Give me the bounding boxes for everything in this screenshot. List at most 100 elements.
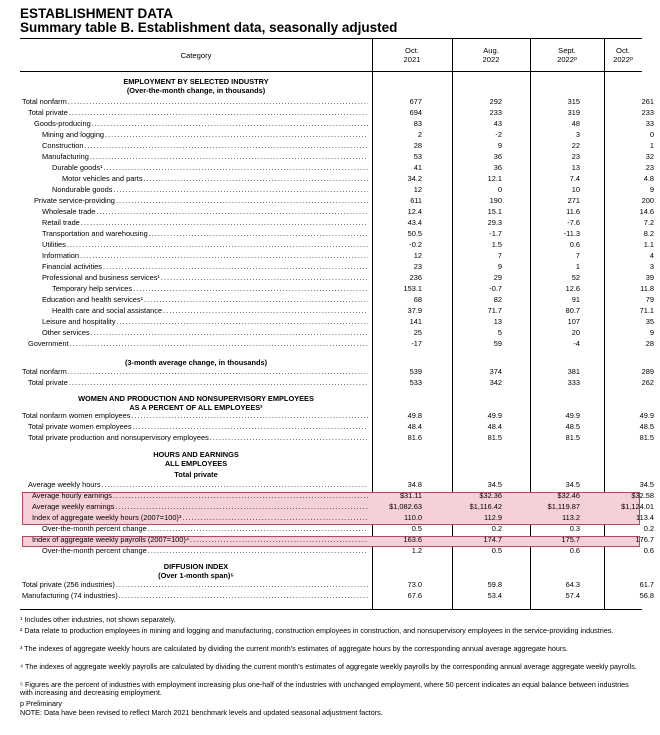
cell-oct-2022: 1.1: [643, 240, 654, 249]
cell-aug-2022: 9: [497, 262, 502, 271]
cell-oct-2021: $31.11: [399, 491, 422, 500]
cell-oct-2022: 48.5: [639, 422, 654, 431]
table-row: Index of aggregate weekly hours (2007=10…: [20, 513, 654, 523]
cell-sept-2022: 271: [567, 196, 580, 205]
cell-sept-2022: 0.6: [569, 546, 580, 555]
table-row: Manufacturing (74 industries)...........…: [20, 591, 654, 601]
cell-sept-2022: 34.5: [565, 480, 580, 489]
cell-aug-2022: 1.5: [491, 240, 502, 249]
table-row: Over-the-month percent change...........…: [20, 546, 654, 556]
cell-sept-2022: 49.9: [565, 411, 580, 420]
table-row: Total nonfarm...........................…: [20, 367, 654, 377]
footnote: ³ The indexes of aggregate weekly hours …: [20, 644, 568, 653]
cell-oct-2021: 2: [417, 130, 422, 139]
cell-sept-2022: 7.4: [569, 174, 580, 183]
cell-sept-2022: 0.6: [569, 240, 580, 249]
table-row: Leisure and hospitality.................…: [20, 317, 654, 327]
cell-aug-2022: 0: [497, 185, 502, 194]
cell-aug-2022: 59.8: [487, 580, 502, 589]
row-label: Health care and social assistance.......…: [52, 306, 368, 315]
cell-oct-2022: $1,124.01: [621, 502, 654, 511]
row-label: Total nonfarm...........................…: [22, 97, 368, 106]
cell-sept-2022: 333: [567, 378, 580, 387]
cell-oct-2021: 34.2: [407, 174, 422, 183]
row-label: Durable goods¹..........................…: [52, 163, 368, 172]
cell-aug-2022: 81.5: [487, 433, 502, 442]
cell-sept-2022: 381: [567, 367, 580, 376]
row-label: Index of aggregate weekly payrolls (2007…: [32, 535, 368, 544]
table-row: Average weekly hours....................…: [20, 480, 654, 490]
cell-sept-2022: 13: [571, 163, 580, 172]
table-row: Financial activities....................…: [20, 262, 654, 272]
cell-aug-2022: 15.1: [487, 207, 502, 216]
cell-sept-2022: 57.4: [565, 591, 580, 600]
cell-oct-2021: 28: [413, 141, 422, 150]
cell-aug-2022: 82: [493, 295, 502, 304]
table-row: Wholesale trade.........................…: [20, 207, 654, 217]
cell-aug-2022: -0.7: [489, 284, 502, 293]
cell-sept-2022: 1: [575, 262, 580, 271]
cell-aug-2022: 9: [497, 141, 502, 150]
table-row: Over-the-month percent change...........…: [20, 524, 654, 534]
cell-oct-2021: 12: [413, 185, 422, 194]
cell-sept-2022: 22: [571, 141, 580, 150]
cell-aug-2022: 112.9: [484, 513, 502, 522]
table-row: Transportation and warehousing..........…: [20, 229, 654, 239]
cell-aug-2022: 43: [493, 119, 502, 128]
table-row: Professional and business services¹.....…: [20, 273, 654, 283]
cell-oct-2022: 4: [649, 251, 654, 260]
cell-sept-2022: 107: [567, 317, 580, 326]
highlight-payrolls-box: [22, 536, 640, 547]
summary-table: Category Oct. 2021 Aug. 2022 Sept. 2022ᵖ Oc…: [20, 38, 654, 610]
cell-oct-2022: 56.8: [639, 591, 654, 600]
cell-oct-2021: $1,082.63: [389, 502, 422, 511]
cell-aug-2022: 342: [489, 378, 502, 387]
cell-sept-2022: 315: [567, 97, 580, 106]
row-label: Leisure and hospitality.................…: [42, 317, 368, 326]
cell-sept-2022: -11.3: [563, 229, 580, 238]
row-label: Over-the-month percent change...........…: [42, 546, 368, 555]
row-label: Utilities...............................…: [42, 240, 368, 249]
section-hours: HOURS AND EARNINGS ALL EMPLOYEES: [153, 450, 239, 468]
row-label: Total nonfarm women employees...........…: [22, 411, 368, 420]
cell-oct-2022: 176.7: [635, 535, 655, 544]
table-row: Total private (256 industries)..........…: [20, 580, 654, 590]
cell-aug-2022: -2: [495, 130, 502, 139]
cell-sept-2022: 10: [571, 185, 580, 194]
cell-oct-2022: 33: [645, 119, 654, 128]
cell-aug-2022: 0.5: [491, 546, 502, 555]
cell-oct-2022: 262: [641, 378, 654, 387]
table-row: Mining and logging......................…: [20, 130, 654, 140]
cell-oct-2021: 49.8: [407, 411, 422, 420]
table-row: Average weekly earnings.................…: [20, 502, 654, 512]
row-label: Retail trade............................…: [42, 218, 368, 227]
cell-oct-2022: 23: [645, 163, 654, 172]
cell-oct-2022: 32: [645, 152, 654, 161]
table-row: Goods-producing.........................…: [20, 119, 654, 129]
cell-aug-2022: -1.7: [489, 229, 502, 238]
table-row: Durable goods¹..........................…: [20, 163, 654, 173]
cell-oct-2022: 81.5: [639, 433, 654, 442]
row-label: Motor vehicles and parts................…: [62, 174, 368, 183]
table-row: Health care and social assistance.......…: [20, 306, 654, 316]
cell-oct-2021: 73.0: [407, 580, 422, 589]
cell-aug-2022: 374: [489, 367, 502, 376]
cell-sept-2022: -4: [573, 339, 580, 348]
column-divider: [530, 39, 531, 609]
cell-oct-2022: 14.6: [639, 207, 654, 216]
row-label: Temporary help services.................…: [52, 284, 368, 293]
row-label: Nondurable goods........................…: [52, 185, 368, 194]
row-label: Financial activities....................…: [42, 262, 368, 271]
row-label: Total private...........................…: [28, 378, 368, 387]
cell-oct-2021: 694: [409, 108, 422, 117]
row-label: Construction............................…: [42, 141, 368, 150]
row-label: Education and health services¹..........…: [42, 295, 368, 304]
cell-oct-2021: 83: [413, 119, 422, 128]
row-label: Professional and business services¹.....…: [42, 273, 368, 282]
row-label: Total private (256 industries)..........…: [22, 580, 368, 589]
cell-oct-2021: 236: [409, 273, 422, 282]
cell-oct-2022: 71.1: [639, 306, 654, 315]
cell-oct-2021: -17: [411, 339, 422, 348]
cell-oct-2021: 34.8: [407, 480, 422, 489]
cell-oct-2021: 67.6: [407, 591, 422, 600]
